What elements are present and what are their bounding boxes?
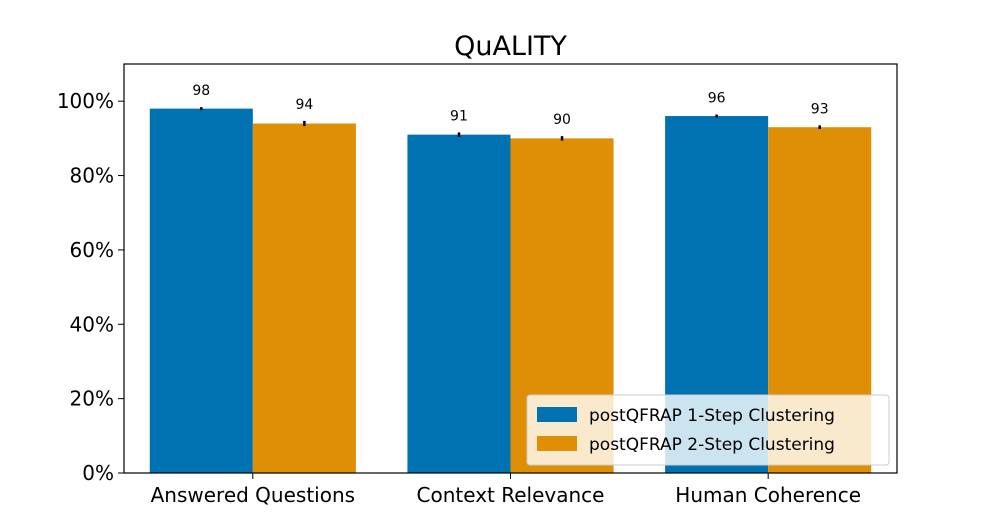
y-tick-label: 40%	[70, 312, 114, 336]
bar-1-1	[149, 108, 253, 474]
y-axis: 0% 20% 40% 60% 80% 100%	[57, 89, 124, 485]
legend: postQFRAP 1-Step Clustering postQFRAP 2-S…	[526, 394, 890, 466]
legend-label-1: postQFRAP 1-Step Clustering	[589, 406, 835, 426]
y-tick-label: 80%	[70, 164, 114, 188]
y-tick-label: 0%	[82, 461, 114, 485]
error-bars	[200, 107, 821, 141]
bar-2-1	[252, 123, 356, 473]
legend-swatch-2	[537, 436, 577, 451]
x-tick-label: Context Relevance	[417, 483, 605, 507]
x-tick-label: Human Coherence	[675, 483, 861, 507]
data-label-1-2: 91	[450, 108, 468, 124]
x-tick-label: Answered Questions	[151, 483, 355, 507]
data-label-1-3: 96	[708, 91, 726, 107]
y-tick-label: 60%	[70, 238, 114, 262]
data-labels: 98 94 91 90 96 93	[192, 83, 828, 128]
data-label-2-2: 90	[553, 112, 571, 128]
bar-1-2	[407, 134, 511, 474]
y-tick-label: 100%	[57, 89, 114, 113]
y-tick-label: 20%	[70, 387, 114, 411]
legend-box	[526, 394, 890, 466]
data-label-1-1: 98	[192, 83, 210, 99]
chart-title: QuALITY	[454, 31, 567, 62]
legend-swatch-1	[537, 407, 577, 422]
x-axis: Answered Questions Context Relevance Human…	[151, 473, 861, 507]
data-label-2-1: 94	[295, 97, 313, 113]
data-label-2-3: 93	[811, 101, 829, 117]
legend-label-2: postQFRAP 2-Step Clustering	[589, 435, 835, 455]
